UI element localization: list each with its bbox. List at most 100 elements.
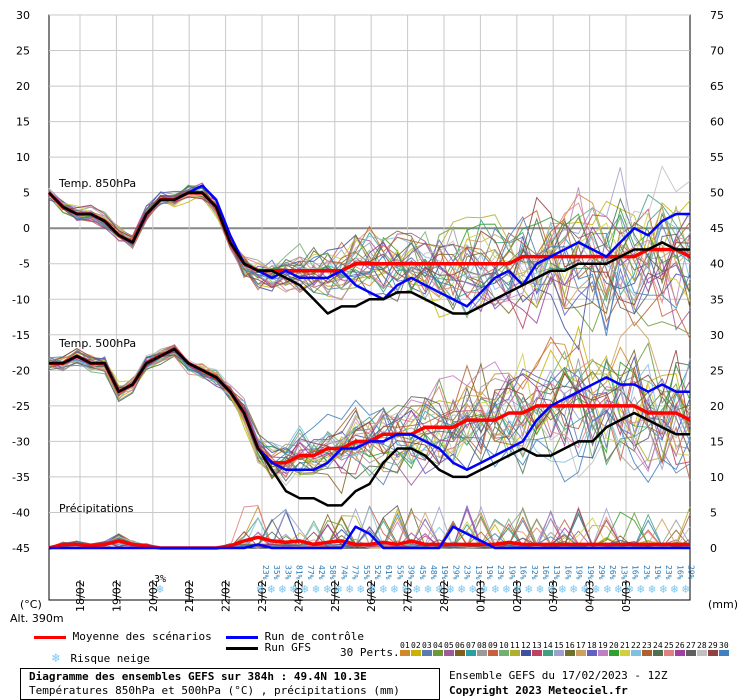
x-tick-label: 19/02: [110, 580, 123, 612]
snow-risk-label: 29%: [687, 565, 696, 580]
pert-swatch: [565, 650, 575, 656]
snowflake-icon: ❄: [268, 582, 275, 596]
snowflake-icon: ❄: [581, 582, 588, 596]
snowflake-icon: ❄: [447, 582, 454, 596]
altitude-label: Alt. 390m: [10, 612, 64, 625]
snow-risk-label: 19%: [653, 565, 662, 580]
snowflake-icon: ❄: [413, 582, 420, 596]
run-info: Ensemble GEFS du 17/02/2023 - 12Z: [449, 669, 668, 682]
right-tick-label: 40: [710, 258, 724, 271]
snowflake-icon: ❄: [156, 582, 163, 596]
info-box: Diagramme des ensembles GEFS sur 384h : …: [20, 668, 440, 700]
right-tick-label: 0: [710, 542, 717, 555]
snow-risk-label: 29%: [451, 565, 460, 580]
pert-swatch: [400, 650, 410, 656]
snowflake-icon: ❄: [514, 582, 521, 596]
snowflake-icon: ❄: [458, 582, 465, 596]
snow-risk-label: 23%: [642, 565, 651, 580]
pert-swatch: [554, 650, 564, 656]
right-tick-label: 10: [710, 471, 724, 484]
snow-risk-label: 16%: [675, 565, 684, 580]
left-tick-label: 0: [23, 222, 30, 235]
pert-number: 21: [620, 641, 630, 650]
snow-risk-label: 19%: [586, 565, 595, 580]
snow-risk-label: 61%: [384, 565, 393, 580]
snowflake-icon: ❄: [660, 582, 667, 596]
pert-swatch: [488, 650, 498, 656]
x-tick-label: 23/02: [256, 580, 269, 612]
snow-risk-label: 55%: [395, 565, 404, 580]
ensemble-member-line: [48, 354, 691, 482]
pert-swatch: [444, 650, 454, 656]
pert-swatch: [675, 650, 685, 656]
snowflake-icon: ❄: [436, 582, 443, 596]
snowflake-icon: ❄: [626, 582, 633, 596]
pert-number: 10: [499, 641, 509, 650]
pert-number: 22: [631, 641, 641, 650]
legend-gfs: Run GFS: [226, 641, 311, 655]
right-tick-label: 25: [710, 364, 724, 377]
snow-risk-label: 58%: [328, 565, 337, 580]
snowflake-icon: ❄: [480, 582, 487, 596]
x-tick-label: 01/03: [474, 580, 487, 612]
info-subtitle: Températures 850hPa et 500hPa (°C) , pré…: [29, 684, 400, 697]
left-tick-label: -30: [12, 435, 30, 448]
pert-number: 27: [686, 641, 696, 650]
right-tick-label: 35: [710, 293, 724, 306]
snow-risk-label: 29%: [597, 565, 606, 580]
pert-swatch: [411, 650, 421, 656]
pert-number: 19: [598, 641, 608, 650]
pert-number: 16: [565, 641, 575, 650]
info-title: Diagramme des ensembles GEFS sur 384h : …: [29, 670, 367, 683]
panel-label-500: Temp. 500hPa: [58, 337, 136, 350]
x-tick-label: 03/03: [547, 580, 560, 612]
snowflake-icon: ❄: [536, 582, 543, 596]
pert-number: 28: [697, 641, 707, 650]
left-tick-label: -45: [12, 542, 30, 555]
snowflake-icon: ❄: [357, 582, 364, 596]
snowflake-icon: ❄: [335, 582, 342, 596]
x-tick-label: 20/02: [147, 580, 160, 612]
left-tick-label: -25: [12, 400, 30, 413]
pert-number: 09: [488, 641, 498, 650]
right-axis-unit: (mm): [708, 598, 738, 611]
left-tick-label: -20: [12, 364, 30, 377]
pert-swatch: [455, 650, 465, 656]
pert-number: 12: [521, 641, 531, 650]
x-tick-label: 21/02: [183, 580, 196, 612]
pert-swatch: [576, 650, 586, 656]
right-tick-label: 55: [710, 151, 724, 164]
pert-number: 29: [708, 641, 718, 650]
pert-swatch: [521, 650, 531, 656]
pert-number: 15: [554, 641, 564, 650]
snow-risk-label: 13%: [619, 565, 628, 580]
snowflake-icon: ❄: [256, 582, 263, 596]
left-axis-unit: (°C): [20, 598, 42, 611]
pert-number: 24: [653, 641, 663, 650]
snow-risk-label: 74%: [339, 565, 348, 580]
right-tick-label: 20: [710, 400, 724, 413]
pert-swatch: [477, 650, 487, 656]
snow-risk-label: 16%: [519, 565, 528, 580]
pert-swatch: [598, 650, 608, 656]
pert-swatch: [620, 650, 630, 656]
snow-risk-label: 23%: [496, 565, 505, 580]
ensemble-member-line: [48, 349, 691, 487]
snowflake-icon: ❄: [324, 582, 331, 596]
legend-snow-label: Risque neige: [70, 652, 150, 665]
x-tick-label: 05/03: [620, 580, 633, 612]
snowflake-icon: ❄: [492, 582, 499, 596]
pert-number: 26: [675, 641, 685, 650]
left-tick-label: -10: [12, 293, 30, 306]
snowflake-icon: ❄: [290, 582, 297, 596]
pert-swatch: [631, 650, 641, 656]
snow-risk-label: 48%: [429, 565, 438, 580]
pert-number: 11: [510, 641, 520, 650]
pert-number: 03: [422, 641, 432, 650]
pert-number: 20: [609, 641, 619, 650]
ensemble-member-line: [48, 347, 691, 480]
right-tick-label: 60: [710, 116, 724, 129]
pert-swatch: [466, 650, 476, 656]
pert-number: 23: [642, 641, 652, 650]
left-tick-label: 20: [16, 80, 30, 93]
